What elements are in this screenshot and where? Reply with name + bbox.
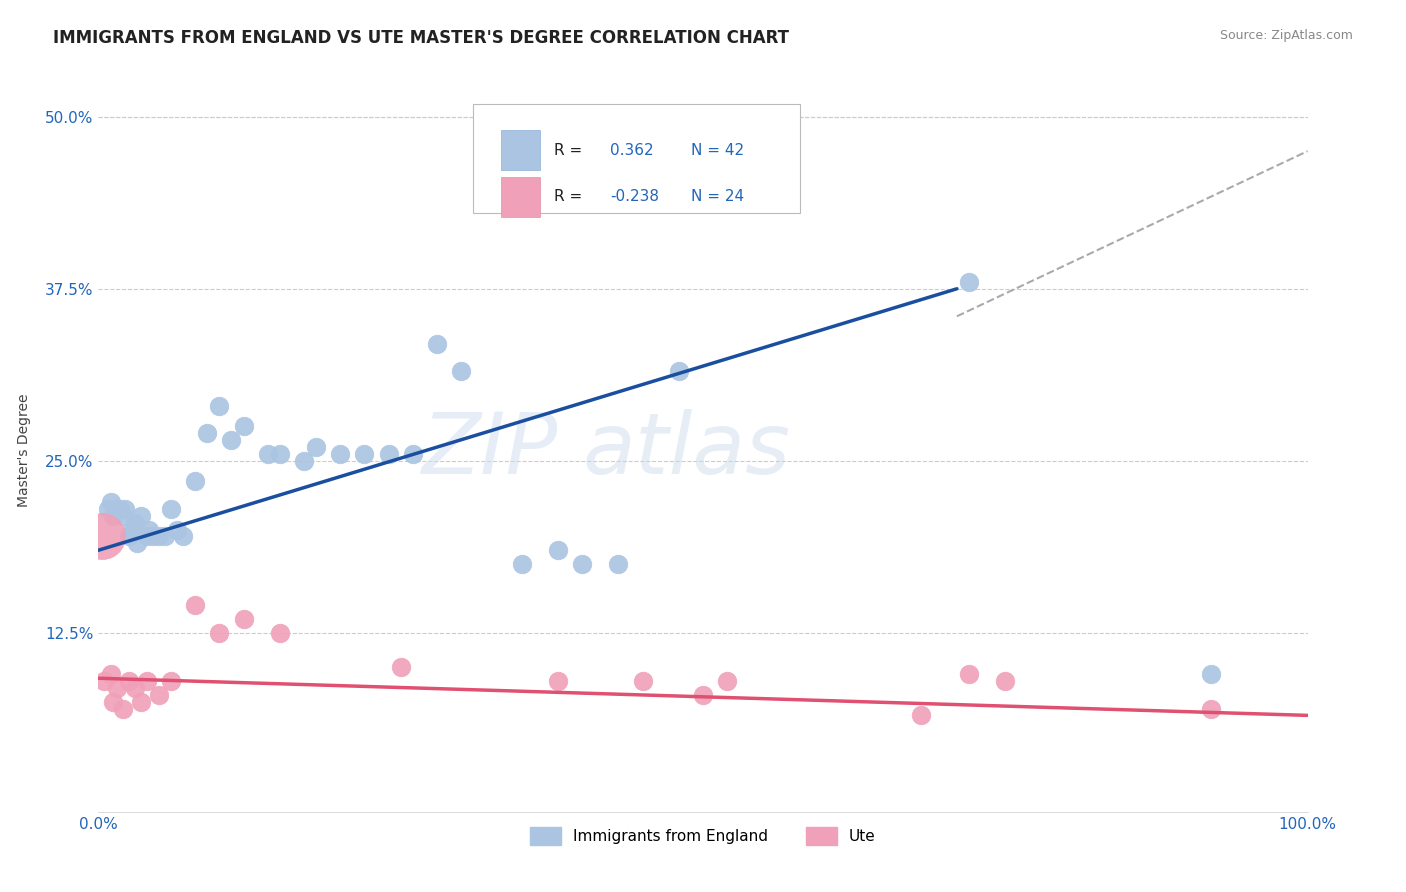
Point bbox=[101, 695, 124, 709]
Point bbox=[256, 447, 278, 461]
Text: atlas: atlas bbox=[582, 409, 790, 492]
Point bbox=[124, 516, 146, 530]
Point bbox=[329, 447, 352, 461]
Point bbox=[129, 508, 152, 523]
Text: ZIP: ZIP bbox=[422, 409, 558, 492]
Point bbox=[957, 275, 980, 289]
Point bbox=[97, 502, 120, 516]
Point bbox=[105, 681, 128, 695]
Point bbox=[631, 673, 654, 688]
Point bbox=[111, 701, 134, 715]
Text: R =: R = bbox=[554, 143, 582, 158]
Point bbox=[353, 447, 375, 461]
FancyBboxPatch shape bbox=[474, 103, 800, 213]
Text: 0.362: 0.362 bbox=[610, 143, 654, 158]
Point bbox=[389, 660, 412, 674]
Point bbox=[426, 336, 449, 351]
Point bbox=[100, 495, 122, 509]
Point bbox=[114, 502, 136, 516]
Point bbox=[111, 508, 134, 523]
Point bbox=[232, 612, 254, 626]
Point bbox=[269, 447, 291, 461]
Point bbox=[108, 502, 131, 516]
Point bbox=[195, 426, 218, 441]
Point bbox=[957, 667, 980, 681]
Point bbox=[105, 502, 128, 516]
Point bbox=[208, 625, 231, 640]
Text: N = 24: N = 24 bbox=[690, 189, 744, 204]
Legend: Immigrants from England, Ute: Immigrants from England, Ute bbox=[524, 822, 882, 851]
Point bbox=[148, 529, 170, 543]
Point bbox=[148, 688, 170, 702]
Point bbox=[184, 475, 207, 489]
Point bbox=[184, 599, 207, 613]
Point bbox=[93, 673, 115, 688]
Point bbox=[100, 667, 122, 681]
Point bbox=[305, 440, 328, 454]
Text: IMMIGRANTS FROM ENGLAND VS UTE MASTER'S DEGREE CORRELATION CHART: IMMIGRANTS FROM ENGLAND VS UTE MASTER'S … bbox=[53, 29, 789, 46]
Point bbox=[910, 708, 932, 723]
Point bbox=[135, 673, 157, 688]
Point bbox=[127, 536, 149, 550]
Point bbox=[377, 447, 399, 461]
Point bbox=[547, 543, 569, 558]
Point bbox=[571, 557, 593, 571]
Point bbox=[716, 673, 738, 688]
Point bbox=[142, 529, 165, 543]
Point bbox=[1199, 701, 1222, 715]
Point bbox=[668, 364, 690, 378]
Point bbox=[101, 508, 124, 523]
Bar bbox=[501, 177, 540, 217]
Point bbox=[510, 557, 533, 571]
Point bbox=[160, 502, 183, 516]
Point bbox=[160, 673, 183, 688]
Point bbox=[129, 695, 152, 709]
Text: Source: ZipAtlas.com: Source: ZipAtlas.com bbox=[1219, 29, 1353, 42]
Point bbox=[138, 523, 160, 537]
Point bbox=[221, 433, 243, 447]
Text: -0.238: -0.238 bbox=[610, 189, 659, 204]
Y-axis label: Master's Degree: Master's Degree bbox=[17, 393, 31, 508]
Point bbox=[402, 447, 425, 461]
Point bbox=[1199, 667, 1222, 681]
Point bbox=[166, 523, 188, 537]
Point bbox=[118, 673, 141, 688]
Point bbox=[607, 557, 630, 571]
Point bbox=[547, 673, 569, 688]
Point bbox=[994, 673, 1017, 688]
Point bbox=[135, 529, 157, 543]
Point bbox=[208, 399, 231, 413]
Point bbox=[692, 688, 714, 702]
Point bbox=[153, 529, 176, 543]
Text: N = 42: N = 42 bbox=[690, 143, 744, 158]
Point bbox=[172, 529, 194, 543]
Bar bbox=[501, 130, 540, 169]
Text: R =: R = bbox=[554, 189, 582, 204]
Point bbox=[91, 529, 114, 543]
Point bbox=[450, 364, 472, 378]
Point bbox=[292, 454, 315, 468]
Point bbox=[121, 523, 143, 537]
Point bbox=[269, 625, 291, 640]
Point bbox=[232, 419, 254, 434]
Point bbox=[124, 681, 146, 695]
Point bbox=[118, 529, 141, 543]
